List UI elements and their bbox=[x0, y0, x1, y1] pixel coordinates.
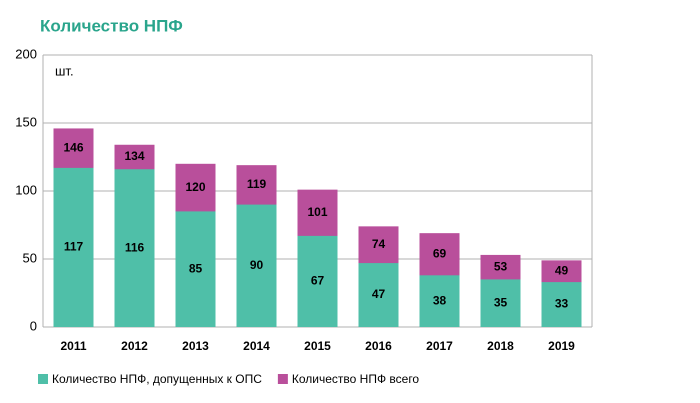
data-label: 35 bbox=[494, 295, 508, 309]
y-tick-label: 0 bbox=[30, 318, 37, 333]
x-tick-label: 2016 bbox=[365, 339, 392, 353]
x-tick-label: 2013 bbox=[182, 339, 209, 353]
x-tick-label: 2011 bbox=[60, 339, 86, 353]
legend-label: Количество НПФ всего bbox=[292, 372, 420, 386]
y-tick-label: 50 bbox=[23, 250, 37, 265]
data-label: 69 bbox=[433, 246, 447, 260]
bar bbox=[480, 279, 521, 327]
data-label: 90 bbox=[250, 258, 264, 272]
x-tick-label: 2018 bbox=[487, 339, 514, 353]
x-tick-label: 2017 bbox=[426, 339, 453, 353]
bar bbox=[541, 282, 582, 327]
data-label: 67 bbox=[311, 274, 325, 288]
bar bbox=[236, 204, 277, 327]
data-label: 53 bbox=[494, 259, 508, 273]
legend-swatch bbox=[38, 374, 48, 384]
data-label: 117 bbox=[64, 240, 84, 254]
bar bbox=[175, 211, 216, 327]
data-label: 33 bbox=[555, 297, 569, 311]
data-label: 85 bbox=[189, 261, 203, 275]
bar bbox=[358, 263, 399, 327]
data-label: 116 bbox=[125, 240, 145, 254]
data-label: 101 bbox=[307, 205, 327, 219]
x-tick-label: 2012 bbox=[121, 339, 148, 353]
x-tick-label: 2015 bbox=[304, 339, 331, 353]
data-label: 49 bbox=[555, 263, 569, 277]
x-tick-label: 2014 bbox=[243, 339, 270, 353]
x-tick-label: 2019 bbox=[548, 339, 575, 353]
data-label: 120 bbox=[185, 180, 205, 194]
bar bbox=[297, 235, 338, 327]
y-tick-label: 200 bbox=[15, 46, 37, 61]
chart-title: Количество НПФ bbox=[40, 16, 183, 35]
data-label: 134 bbox=[124, 149, 144, 163]
data-label: 146 bbox=[63, 140, 83, 154]
y-tick-label: 150 bbox=[15, 114, 37, 129]
data-label: 119 bbox=[247, 177, 267, 191]
bar bbox=[114, 169, 155, 327]
bar bbox=[53, 167, 94, 327]
bar bbox=[419, 275, 460, 327]
data-label: 38 bbox=[433, 293, 447, 307]
legend-swatch bbox=[277, 374, 288, 384]
data-label: 47 bbox=[372, 287, 386, 301]
y-axis-label: шт. bbox=[55, 63, 74, 78]
y-tick-label: 100 bbox=[15, 182, 37, 197]
data-label: 74 bbox=[372, 237, 386, 251]
legend-label: Количество НПФ, допущенных к ОПС bbox=[52, 372, 262, 386]
